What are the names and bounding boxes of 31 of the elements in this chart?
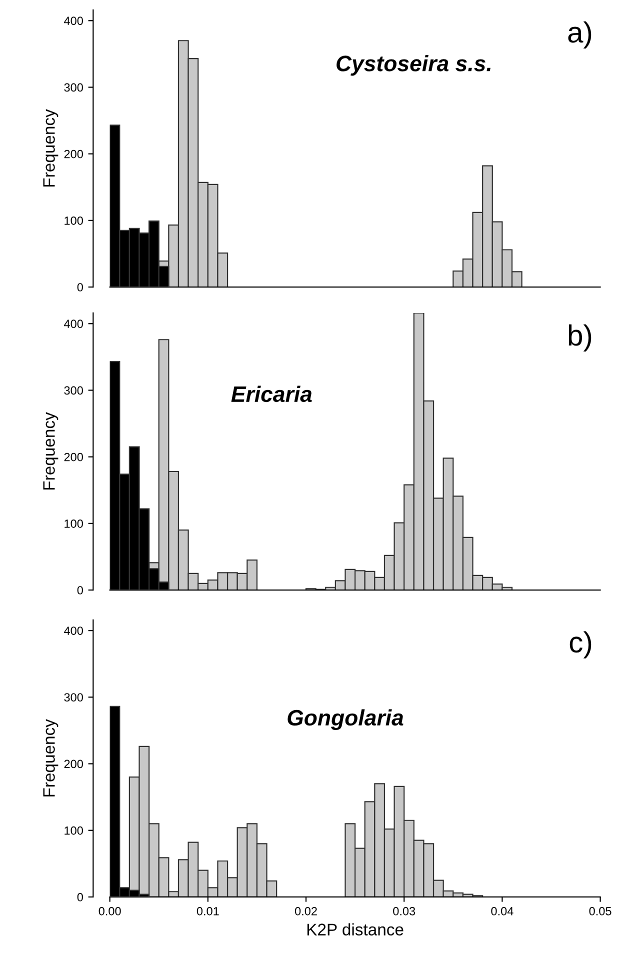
y-axis-title: Frequency xyxy=(43,719,58,796)
y-tick-label: 200 xyxy=(64,150,83,158)
x-tick-label: 0.02 xyxy=(294,906,317,916)
y-tick-label: 300 xyxy=(64,83,83,92)
y-tick-label: 0 xyxy=(77,283,83,292)
x-tick-label: 0.01 xyxy=(196,906,219,916)
y-tick-label: 200 xyxy=(64,452,83,462)
x-tick-label: 0.03 xyxy=(393,906,416,916)
y-tick-label: 100 xyxy=(64,826,83,835)
x-tick-label: 0.05 xyxy=(589,906,612,916)
y-axis-title: Frequency xyxy=(43,109,58,187)
x-tick-label: 0.00 xyxy=(98,906,121,916)
text: Cystoseira s.s. xyxy=(336,55,490,76)
text: Gongolaria xyxy=(288,709,404,730)
x-axis-title: K2P distance xyxy=(307,923,404,936)
y-tick-label: 300 xyxy=(64,693,83,702)
y-tick-label: 400 xyxy=(64,16,83,26)
y-tick-label: 300 xyxy=(64,386,83,395)
annotation: b) xyxy=(568,324,592,352)
y-tick-label: 0 xyxy=(77,892,83,902)
y-tick-label: 400 xyxy=(64,320,83,328)
x-tick-label: 0.04 xyxy=(491,906,514,916)
y-tick-label: 200 xyxy=(64,760,83,768)
y-axis-title: Frequency xyxy=(43,412,58,490)
annotation: a) xyxy=(568,21,592,48)
annotation: c) xyxy=(570,631,592,658)
y-tick-label: 100 xyxy=(64,519,83,528)
y-tick-label: 0 xyxy=(77,586,83,594)
y-tick-label: 100 xyxy=(64,216,83,225)
text: Ericaria xyxy=(231,386,312,402)
y-tick-label: 400 xyxy=(64,626,83,635)
